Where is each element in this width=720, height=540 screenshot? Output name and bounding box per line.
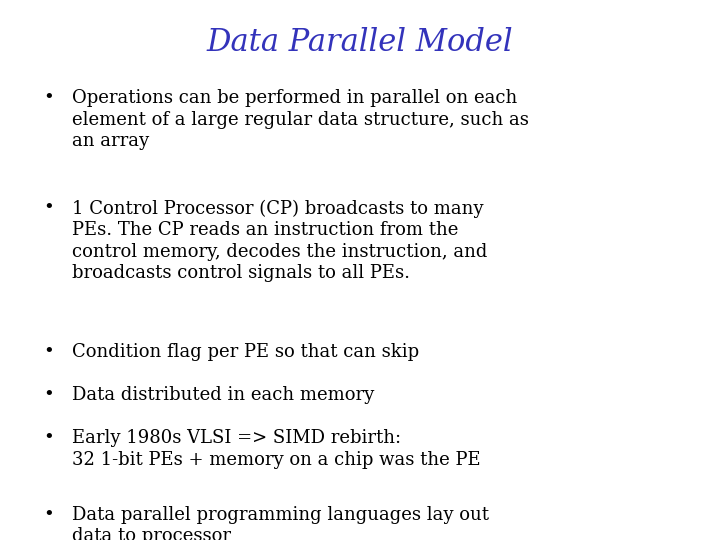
Text: Condition flag per PE so that can skip: Condition flag per PE so that can skip (72, 343, 419, 361)
Text: Data distributed in each memory: Data distributed in each memory (72, 386, 374, 404)
Text: •: • (43, 89, 54, 107)
Text: •: • (43, 343, 54, 361)
Text: •: • (43, 429, 54, 447)
Text: Data parallel programming languages lay out
data to processor: Data parallel programming languages lay … (72, 506, 489, 540)
Text: •: • (43, 506, 54, 524)
Text: Operations can be performed in parallel on each
element of a large regular data : Operations can be performed in parallel … (72, 89, 529, 150)
Text: •: • (43, 386, 54, 404)
Text: •: • (43, 199, 54, 217)
Text: 1 Control Processor (CP) broadcasts to many
PEs. The CP reads an instruction fro: 1 Control Processor (CP) broadcasts to m… (72, 199, 487, 282)
Text: Early 1980s VLSI => SIMD rebirth:
32 1-bit PEs + memory on a chip was the PE: Early 1980s VLSI => SIMD rebirth: 32 1-b… (72, 429, 481, 469)
Text: Data Parallel Model: Data Parallel Model (207, 27, 513, 58)
